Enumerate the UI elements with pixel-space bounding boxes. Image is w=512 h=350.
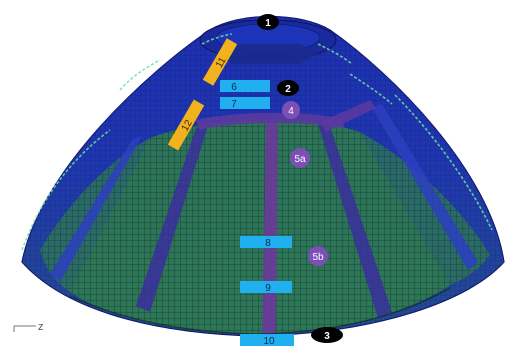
marker-1: 1 (257, 14, 279, 30)
marker-12: 12 (167, 99, 205, 151)
svg-text:2: 2 (285, 84, 291, 95)
svg-text:10: 10 (263, 336, 275, 347)
svg-text:5a: 5a (294, 154, 306, 165)
edge-line-left-mid (119, 59, 161, 91)
axis-label: z (38, 321, 44, 333)
green-panel-center (70, 119, 450, 335)
marker-5a: 5a (290, 148, 310, 168)
crown (199, 19, 337, 64)
crown-cutout (215, 44, 320, 64)
svg-text:3: 3 (324, 331, 330, 342)
svg-text:8: 8 (265, 238, 271, 249)
edge-line-right-mid (349, 73, 393, 105)
edge-line-right-outer (394, 94, 493, 231)
black-markers: 1 2 3 (257, 14, 343, 343)
svg-text:7: 7 (231, 99, 237, 110)
marker-4: 4 (282, 101, 300, 119)
marker-11: 11 (202, 38, 238, 86)
marker-6: 6 (220, 80, 270, 93)
edge-line-left-outer (21, 129, 111, 251)
marker-8: 8 (240, 236, 292, 249)
marker-10: 10 (240, 334, 294, 347)
svg-text:6: 6 (231, 82, 237, 93)
orange-markers: 11 12 (167, 38, 238, 151)
purple-markers: 4 5a 5b (282, 101, 328, 266)
edge-line-crown-left (201, 33, 233, 45)
marker-3: 3 (311, 327, 343, 343)
marker-7: 7 (220, 97, 270, 110)
edge-lines (21, 33, 493, 251)
svg-text:5b: 5b (312, 252, 324, 263)
ring-upper-beam (196, 112, 345, 130)
axis-indicator: z (13, 321, 44, 333)
edge-line-crown-right (317, 43, 353, 65)
marker-2: 2 (277, 80, 299, 96)
rib-left-outer (50, 136, 142, 282)
svg-text:12: 12 (180, 118, 195, 134)
rib-right-outer (372, 104, 478, 270)
marker-5b: 5b (308, 246, 328, 266)
cyan-markers: 6 7 8 9 10 (220, 80, 294, 347)
rib-left-inner (136, 126, 208, 312)
rib-right-inner (318, 124, 392, 318)
rib-center (262, 120, 278, 334)
svg-text:4: 4 (288, 106, 294, 117)
bottom-rim (69, 287, 451, 335)
stiffener-ribs (50, 100, 478, 334)
marker-9: 9 (240, 281, 292, 294)
ring-upper-right (320, 100, 376, 132)
svg-text:9: 9 (265, 283, 271, 294)
svg-text:1: 1 (265, 18, 271, 29)
